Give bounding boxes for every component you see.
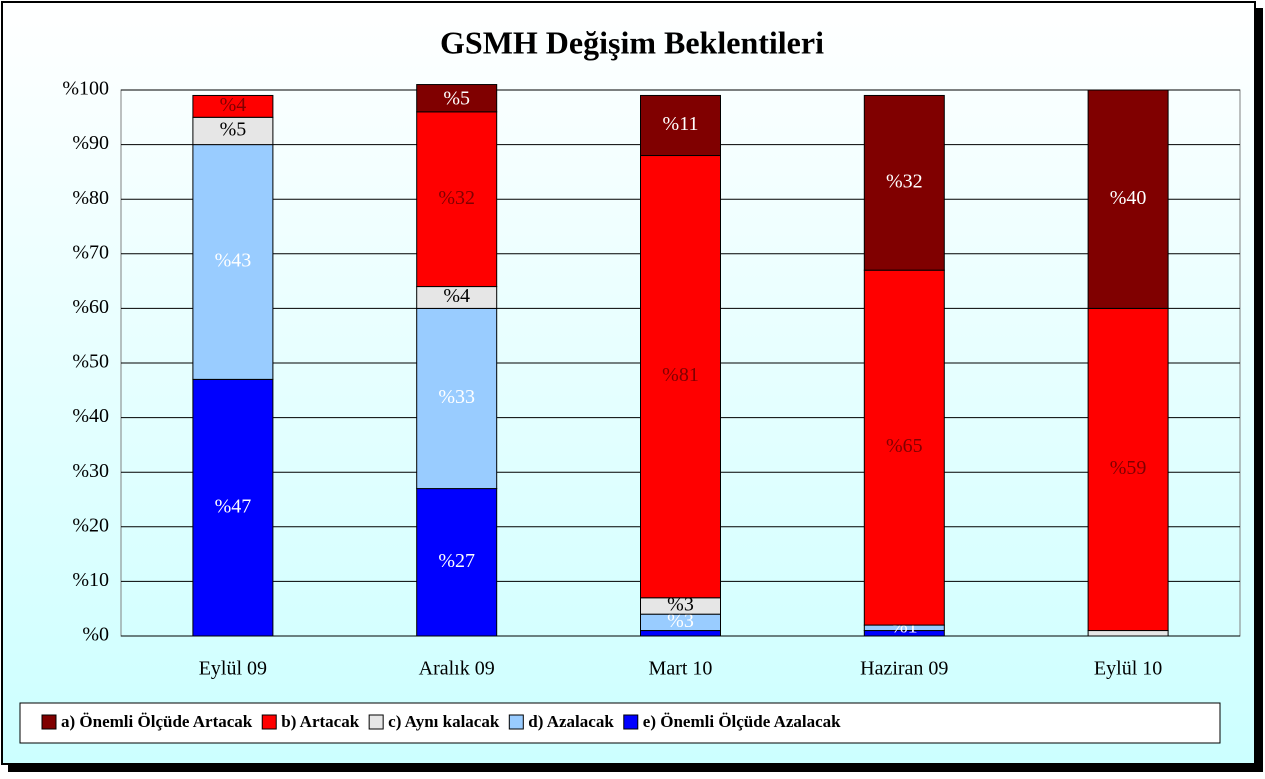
legend-swatch: [508, 714, 524, 730]
data-label: %3: [667, 594, 694, 616]
bar-segment: [863, 94, 945, 271]
data-label: %3: [667, 610, 694, 632]
legend-box: [19, 702, 1221, 744]
legend-label: c) Aynı kalacak: [388, 712, 500, 731]
legend-swatch: [623, 714, 639, 730]
bar-segment: [416, 84, 498, 113]
bar-segment: [192, 116, 274, 146]
y-tick-label: %100: [62, 78, 109, 100]
y-tick-label: %30: [72, 460, 109, 482]
legend-label: b) Artacak: [281, 712, 359, 731]
data-label: %4: [220, 94, 247, 116]
legend-swatch: [41, 714, 57, 730]
y-tick-label: %60: [72, 296, 109, 318]
x-tick-label: Eylül 09: [199, 658, 267, 680]
bar-segment: [1087, 630, 1169, 637]
legend-swatch: [368, 714, 384, 730]
data-label: %5: [220, 119, 247, 141]
data-label: %5: [443, 88, 470, 110]
y-tick-label: %70: [72, 241, 109, 263]
y-tick-label: %40: [72, 405, 109, 427]
y-tick-label: %50: [72, 351, 109, 373]
y-tick-label: %0: [82, 624, 109, 646]
frame: [1, 1, 1256, 765]
x-tick-label: Aralık 09: [419, 658, 495, 680]
data-label: %11: [663, 113, 699, 135]
legend-label: a) Önemli Ölçüde Artacak: [61, 712, 253, 731]
y-tick-label: %10: [72, 569, 109, 591]
bar-segment: [1087, 89, 1169, 309]
bar-segment: [416, 488, 498, 637]
bar-segment: [1087, 307, 1169, 632]
bar-segment: [192, 94, 274, 118]
data-label: %27: [438, 550, 475, 572]
data-label: %40: [1110, 187, 1147, 209]
x-tick-label: Eylül 10: [1094, 658, 1162, 680]
legend-swatch: [261, 714, 277, 730]
data-label: %43: [215, 250, 252, 272]
data-label: %4: [443, 285, 470, 307]
y-tick-label: %90: [72, 132, 109, 154]
data-label: %33: [438, 386, 475, 408]
x-tick-label: Haziran 09: [860, 658, 948, 680]
x-tick-label: Mart 10: [649, 658, 713, 680]
data-label: %59: [1110, 457, 1147, 479]
bar-segment: [416, 307, 498, 490]
y-tick-label: %20: [72, 514, 109, 536]
chart-title: GSMH Değişim Beklentileri: [440, 24, 824, 60]
bar-segment: [192, 378, 274, 637]
bar-segment: [640, 155, 721, 599]
data-label: %47: [215, 495, 252, 517]
bar-segment: [640, 94, 721, 157]
data-label: %32: [886, 170, 923, 192]
bar-segment: [863, 269, 945, 626]
data-label: %32: [438, 187, 475, 209]
bar-segment: [192, 144, 274, 380]
data-label: %81: [662, 364, 699, 386]
bar-segment: [416, 111, 498, 288]
y-tick-label: %80: [72, 187, 109, 209]
legend-label: d) Azalacak: [528, 712, 614, 731]
legend-label: e) Önemli Ölçüde Azalacak: [643, 712, 841, 731]
data-label: %65: [886, 435, 923, 457]
